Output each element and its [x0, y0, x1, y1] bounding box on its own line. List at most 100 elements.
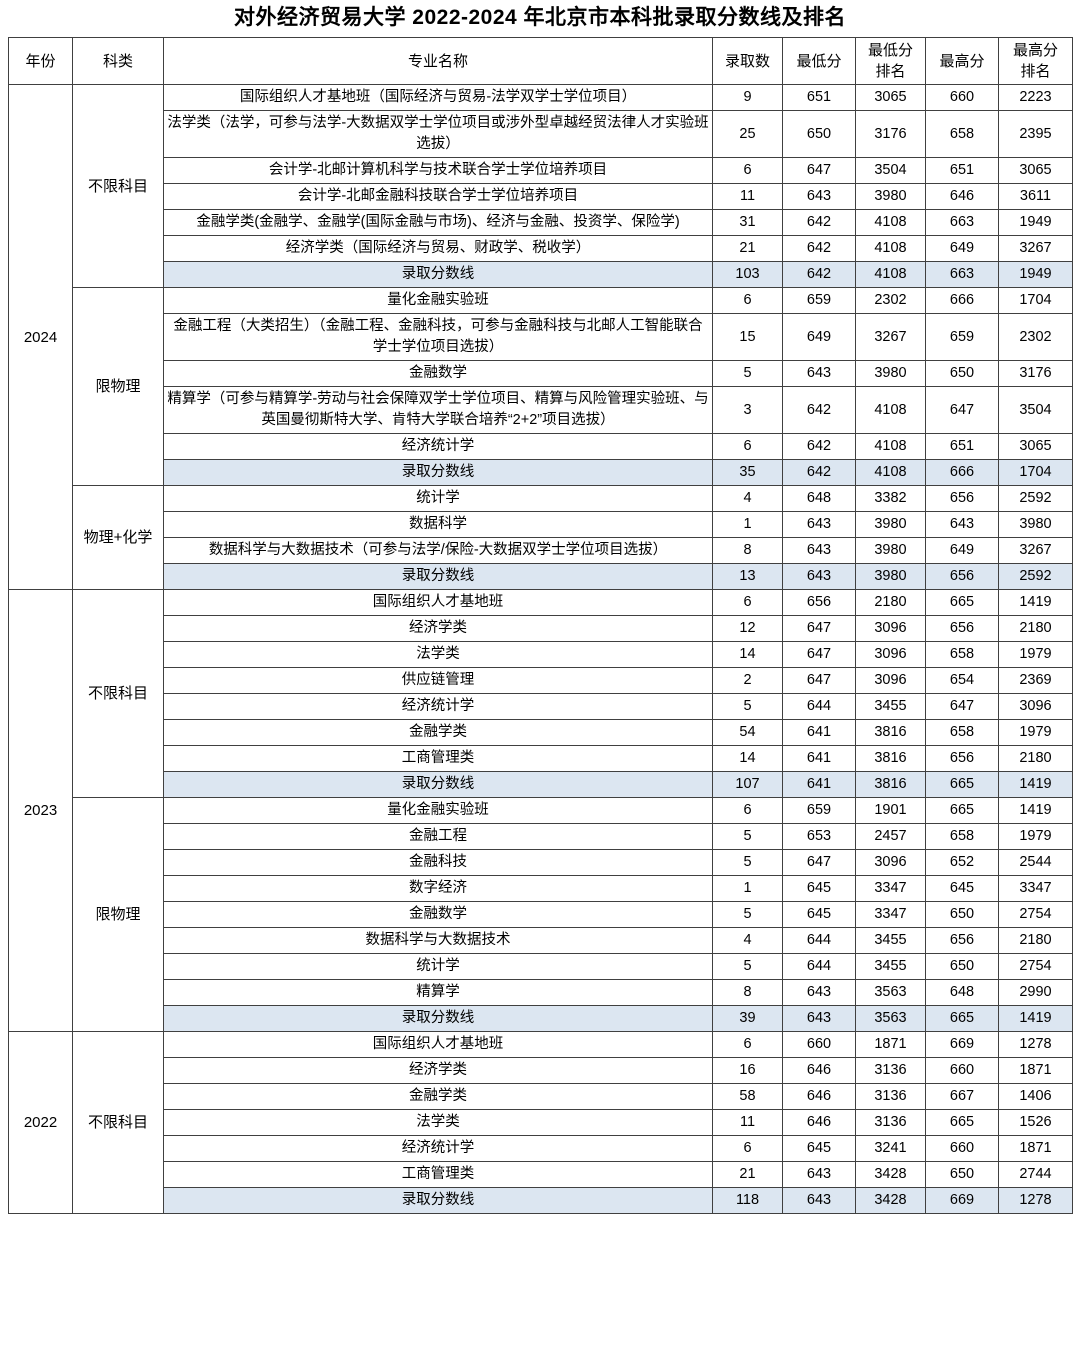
min-score-cell: 641: [782, 745, 856, 772]
min-score-cell: 659: [782, 797, 856, 824]
total-row: 录取分数线 118 643 3428 669 1278: [9, 1187, 1073, 1214]
table-row: 金融学类(金融学、金融学(国际金融与市场)、经济与金融、投资学、保险学) 31 64…: [9, 209, 1073, 236]
max-rank-cell: 2395: [998, 110, 1073, 158]
max-rank-cell: 3096: [998, 693, 1073, 720]
major-name-cell: 经济统计学: [163, 1135, 713, 1162]
table-row: 会计学-北邮计算机科学与技术联合学士学位培养项目 6 647 3504 651 3065: [9, 157, 1073, 184]
min-score-cell: 642: [782, 209, 856, 236]
max-score-cell: 658: [925, 641, 999, 668]
enrolled-count-cell: 2: [712, 667, 783, 694]
max-rank-cell: 3267: [998, 537, 1073, 564]
max-score-cell: 658: [925, 719, 999, 746]
max-score-cell: 647: [925, 693, 999, 720]
max-rank-cell: 3611: [998, 183, 1073, 210]
major-name-cell: 经济学类（国际经济与贸易、财政学、税收学）: [163, 235, 713, 262]
max-score-cell: 656: [925, 563, 999, 590]
min-rank-cell: 3096: [855, 641, 926, 668]
min-score-cell: 647: [782, 849, 856, 876]
max-rank-cell: 1871: [998, 1135, 1073, 1162]
enrolled-count-cell: 6: [712, 589, 783, 616]
table-row: 2023 不限科目 国际组织人才基地班 6 656 2180 665 1419: [8, 589, 1073, 1032]
enrolled-count-cell: 6: [712, 157, 783, 184]
total-label-cell: 录取分数线: [163, 459, 713, 486]
major-name-cell: 法学类: [163, 1109, 713, 1136]
min-rank-cell: 3136: [855, 1109, 926, 1136]
min-score-cell: 649: [782, 313, 856, 361]
max-rank-cell: 2754: [998, 953, 1073, 980]
min-rank-cell: 3455: [855, 927, 926, 954]
col-header-min-rank-line1: 最低分: [867, 42, 913, 59]
max-rank-cell: 1406: [998, 1083, 1073, 1110]
min-rank-cell: 3096: [855, 615, 926, 642]
min-rank-cell: 3096: [855, 667, 926, 694]
major-name-cell: 数据科学与大数据技术: [163, 927, 713, 954]
max-score-cell: 645: [925, 875, 999, 902]
enrolled-count-cell: 16: [712, 1057, 783, 1084]
max-rank-cell: 1419: [998, 589, 1073, 616]
table-header: 年份 科类 专业名称 录取数 最低分 最低分 排名 最高分 最高分 排名: [8, 37, 1073, 85]
max-score-cell: 659: [925, 313, 999, 361]
table-row: 法学类 11 646 3136 665 1526: [9, 1109, 1073, 1136]
min-score-cell: 659: [782, 287, 856, 314]
table-body: 2024 不限科目 国际组织人才基地班（国际经济与贸易-法学双学士学位项目） 9 651…: [8, 84, 1073, 1214]
max-rank-cell: 1419: [998, 771, 1073, 798]
major-name-cell: 数据科学与大数据技术（可参与法学/保险-大数据双学士学位项目选拔）: [163, 537, 713, 564]
table-row: 工商管理类 14 641 3816 656 2180: [9, 745, 1073, 772]
category-cell: 物理+化学: [72, 485, 164, 590]
max-score-cell: 669: [925, 1187, 999, 1214]
major-name-cell: 供应链管理: [163, 667, 713, 694]
max-rank-cell: 2180: [998, 927, 1073, 954]
year-cell: 2023: [8, 589, 73, 1032]
total-row: 录取分数线 35 642 4108 666 1704: [9, 459, 1073, 486]
min-score-cell: 643: [782, 183, 856, 210]
min-rank-cell: 4108: [855, 433, 926, 460]
col-header-max-rank: 最高分 排名: [998, 37, 1073, 85]
min-rank-cell: 4108: [855, 459, 926, 486]
enrolled-count-cell: 31: [712, 209, 783, 236]
year-cell: 2024: [8, 84, 73, 590]
min-score-cell: 642: [782, 386, 856, 434]
total-row: 录取分数线 107 641 3816 665 1419: [9, 771, 1073, 798]
enrolled-count-cell: 14: [712, 745, 783, 772]
max-rank-cell: 1419: [998, 1005, 1073, 1032]
major-name-cell: 国际组织人才基地班: [163, 1031, 713, 1058]
category-cell: 不限科目: [72, 1031, 164, 1214]
min-rank-cell: 3980: [855, 563, 926, 590]
min-score-cell: 642: [782, 261, 856, 288]
major-name-cell: 经济学类: [163, 1057, 713, 1084]
enrolled-count-cell: 118: [712, 1187, 783, 1214]
col-header-min-rank-line2: 排名: [875, 63, 906, 80]
enrolled-count-cell: 12: [712, 615, 783, 642]
table-row: 金融数学 5 645 3347 650 2754: [9, 901, 1073, 928]
max-score-cell: 660: [925, 1135, 999, 1162]
enrolled-count-cell: 4: [712, 485, 783, 512]
min-score-cell: 647: [782, 641, 856, 668]
min-score-cell: 647: [782, 157, 856, 184]
max-score-cell: 654: [925, 667, 999, 694]
col-header-max-rank-line1: 最高分: [1012, 42, 1058, 59]
admission-scores-table: 年份 科类 专业名称 录取数 最低分 最低分 排名 最高分 最高分 排名 202…: [8, 37, 1073, 1214]
min-score-cell: 643: [782, 979, 856, 1006]
total-label-cell: 录取分数线: [163, 261, 713, 288]
min-score-cell: 642: [782, 433, 856, 460]
enrolled-count-cell: 103: [712, 261, 783, 288]
max-rank-cell: 3504: [998, 386, 1073, 434]
major-name-cell: 国际组织人才基地班: [163, 589, 713, 616]
min-rank-cell: 3136: [855, 1083, 926, 1110]
enrolled-count-cell: 15: [712, 313, 783, 361]
header-row: 年份 科类 专业名称 录取数 最低分 最低分 排名 最高分 最高分 排名: [8, 37, 1073, 85]
enrolled-count-cell: 9: [712, 84, 783, 111]
max-score-cell: 656: [925, 745, 999, 772]
min-rank-cell: 3455: [855, 953, 926, 980]
min-score-cell: 646: [782, 1057, 856, 1084]
table-row: 数字经济 1 645 3347 645 3347: [9, 875, 1073, 902]
max-score-cell: 650: [925, 1161, 999, 1188]
max-rank-cell: 2592: [998, 485, 1073, 512]
min-score-cell: 643: [782, 563, 856, 590]
col-header-year: 年份: [8, 37, 73, 85]
max-rank-cell: 2744: [998, 1161, 1073, 1188]
total-label-cell: 录取分数线: [163, 1005, 713, 1032]
major-name-cell: 法学类: [163, 641, 713, 668]
min-rank-cell: 3382: [855, 485, 926, 512]
max-rank-cell: 2592: [998, 563, 1073, 590]
